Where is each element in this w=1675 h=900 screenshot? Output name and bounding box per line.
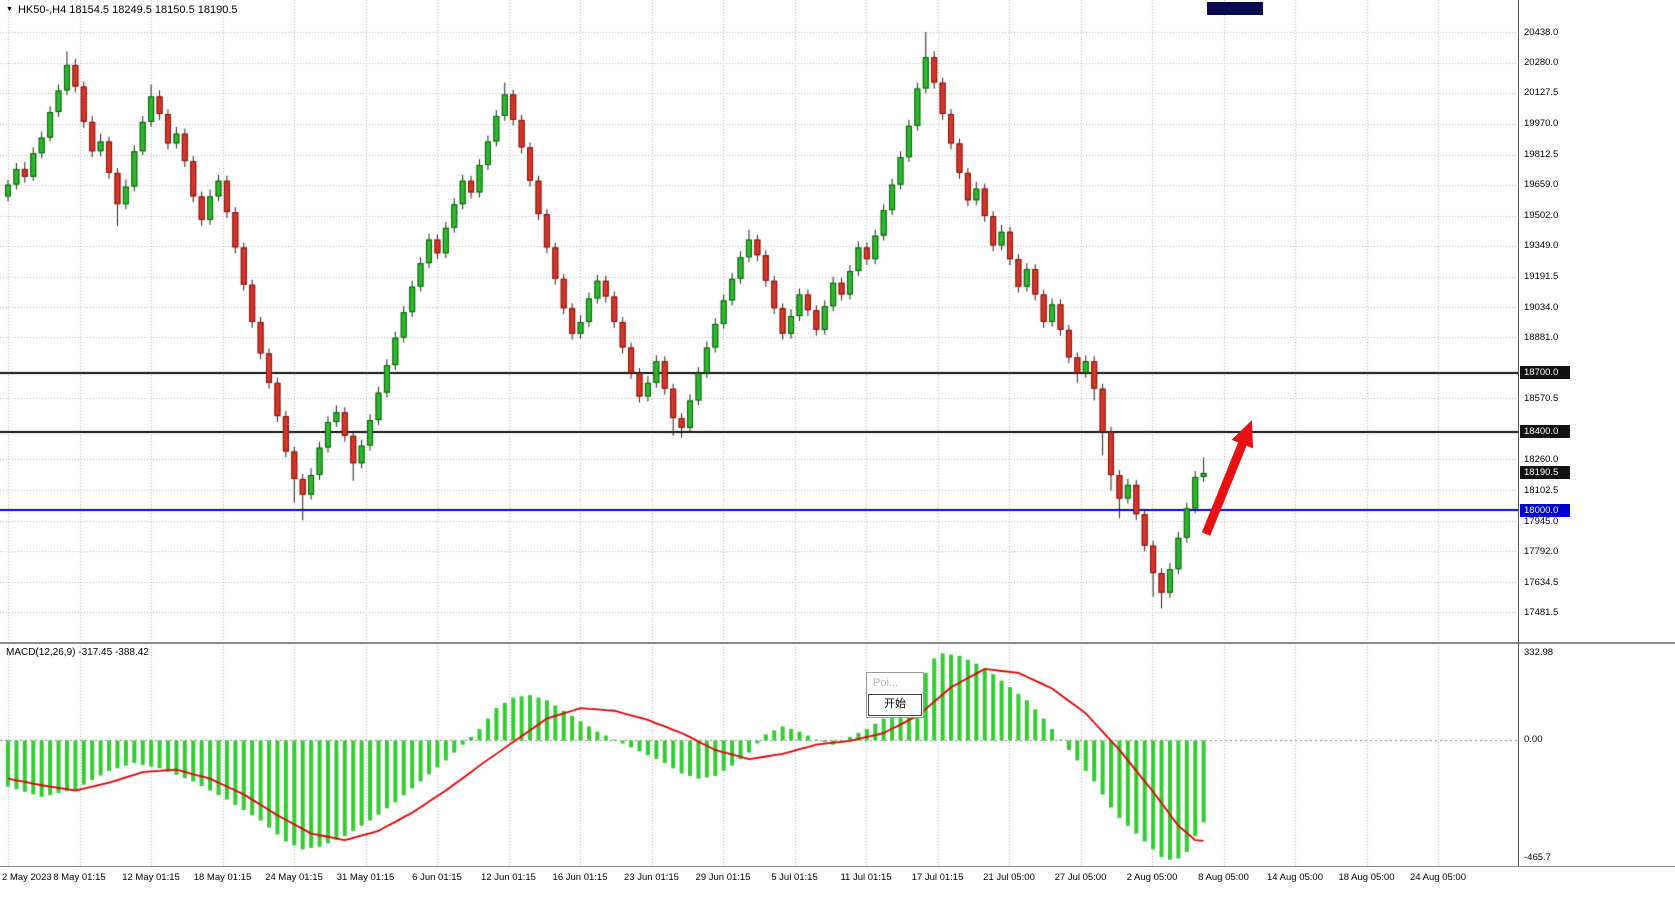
macd-axis-label: -465.7 (1524, 852, 1551, 863)
price-axis-label: 18260.0 (1524, 453, 1559, 465)
time-axis-label: 17 Jul 01:15 (911, 872, 964, 883)
price-level-tag: 18700.0 (1520, 366, 1570, 380)
time-axis-label: 29 Jun 01:15 (695, 872, 751, 883)
time-axis-label: 2 May 2023 (2, 872, 52, 883)
start-button[interactable]: 开始 (868, 694, 922, 716)
time-axis-label: 11 Jul 01:15 (840, 872, 892, 883)
price-level-tag: 18400.0 (1520, 425, 1570, 439)
price-axis-separator (1518, 0, 1519, 866)
price-axis-label: 17481.5 (1524, 606, 1559, 618)
price-axis-label: 19034.0 (1524, 301, 1559, 313)
symbol-ohlc-text: HK50-,H4 18154.5 18249.5 18150.5 18190.5 (17, 4, 238, 16)
time-axis-label: 12 Jun 01:15 (481, 872, 536, 883)
time-axis-label: 21 Jul 05:00 (983, 872, 1035, 883)
price-axis-label: 18102.5 (1524, 484, 1559, 496)
time-axis-label: 8 May 01:15 (53, 872, 106, 883)
macd-axis-label: 332.98 (1524, 646, 1554, 658)
time-axis-label: 6 Jun 01:15 (412, 872, 462, 883)
price-axis-label: 20438.0 (1524, 26, 1559, 38)
time-axis-label: 31 May 01:15 (336, 872, 395, 883)
context-popup: Poi... 开始 (866, 672, 924, 718)
macd-indicator-label: MACD(12,26,9) -317.45 -388.42 (6, 647, 149, 658)
price-level-tag: 18190.5 (1520, 466, 1570, 480)
dark-overlay-box (1207, 2, 1263, 15)
chevron-down-icon[interactable]: ▼ (6, 6, 13, 13)
time-axis-label: 16 Jun 01:15 (552, 872, 608, 883)
price-level-tag: 18000.0 (1520, 503, 1570, 517)
time-axis-label: 24 Aug 05:00 (1410, 872, 1466, 883)
macd-axis-label: 0.00 (1524, 734, 1543, 745)
time-axis-separator (0, 866, 1675, 867)
popup-item-disabled: Poi... (873, 677, 899, 689)
panel-separator[interactable] (0, 642, 1675, 644)
price-axis-label: 19349.0 (1524, 240, 1559, 252)
price-axis-label: 19191.5 (1524, 271, 1559, 283)
price-axis[interactable]: 20438.0 20280.0 20127.5 19970.0 19812.5 19659… (1518, 0, 1675, 866)
time-axis-label: 14 Aug 05:00 (1267, 872, 1323, 883)
price-axis-label: 19659.0 (1524, 179, 1559, 191)
time-axis-label: 24 May 01:15 (265, 872, 323, 883)
price-axis-label: 19812.5 (1524, 149, 1559, 161)
macd-axis[interactable]: 332.98 0.00 -465.7 (1518, 0, 1675, 866)
price-axis-label: 19502.0 (1524, 210, 1559, 222)
time-axis-label: 12 May 01:15 (122, 872, 180, 883)
time-axis-label: 2 Aug 05:00 (1126, 872, 1178, 883)
price-axis-label: 18570.5 (1524, 392, 1559, 404)
price-axis-label: 19970.0 (1524, 118, 1559, 130)
symbol-ohlc-readout: ▼ HK50-,H4 18154.5 18249.5 18150.5 18190.… (6, 4, 238, 16)
price-axis-label: 20280.0 (1524, 57, 1559, 69)
price-axis-label: 20127.5 (1524, 87, 1559, 99)
time-axis-label: 18 May 01:15 (193, 872, 252, 883)
macd-panel-canvas[interactable] (0, 643, 1518, 866)
time-axis-label: 8 Aug 05:00 (1198, 872, 1249, 883)
price-axis-label: 18881.0 (1524, 331, 1559, 343)
time-axis-label: 5 Jul 01:15 (771, 872, 818, 883)
price-axis-label: 17792.0 (1524, 545, 1559, 557)
time-axis-label: 23 Jun 01:15 (624, 872, 679, 883)
time-axis-label: 27 Jul 05:00 (1054, 872, 1107, 883)
price-axis-label: 17945.0 (1524, 515, 1559, 527)
price-axis-label: 17634.5 (1524, 576, 1559, 588)
time-axis-label: 18 Aug 05:00 (1338, 872, 1395, 883)
price-chart-canvas[interactable] (0, 0, 1518, 643)
time-axis[interactable]: 2 May 2023 8 May 01:15 12 May 01:15 18 May … (0, 867, 1675, 900)
